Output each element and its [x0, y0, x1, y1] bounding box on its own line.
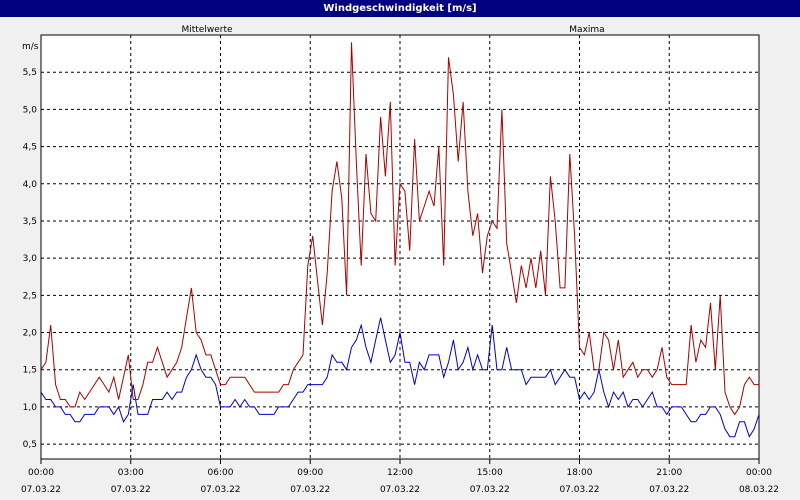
y-tick-label: 5,5: [23, 68, 37, 78]
x-tick-date: 07.03.22: [649, 485, 689, 495]
x-tick-time: 09:00: [297, 468, 323, 478]
x-tick-date: 07.03.22: [559, 485, 599, 495]
x-tick-time: 21:00: [656, 468, 682, 478]
x-tick-date: 07.03.22: [290, 485, 330, 495]
series-line-maxima: [40, 42, 759, 416]
x-tick-date: 07.03.22: [21, 485, 61, 495]
grid: [41, 34, 759, 459]
x-tick-date: 07.03.22: [470, 485, 510, 495]
x-tick-time: 03:00: [118, 468, 144, 478]
y-tick-label: 1,0: [23, 403, 38, 413]
y-tick-label: 4,0: [23, 180, 38, 190]
x-tick-time: 12:00: [387, 468, 413, 478]
y-tick-label: 2,0: [23, 329, 38, 339]
x-tick-time: 06:00: [208, 468, 234, 478]
x-tick-time: 15:00: [477, 468, 503, 478]
y-axis-label: m/s: [22, 42, 39, 52]
y-axis: 0,5 1,0 1,5 2,0 2,5 3,0 3,5 4,0 4,5 5,0 5,5: [23, 68, 38, 450]
y-tick-label: 2,5: [23, 291, 37, 301]
legend-maxima: Maxima: [569, 25, 604, 35]
x-axis: 00:00 07.03.22 03:00 07.03.22 06:00 07.03.22 0…: [21, 459, 779, 495]
x-tick-time: 00:00: [746, 468, 772, 478]
y-tick-label: 3,5: [23, 217, 37, 227]
legend-mittelwerte: Mittelwerte: [181, 25, 232, 35]
series-group: [40, 42, 760, 438]
y-tick-label: 3,0: [23, 254, 38, 264]
x-tick-time: 18:00: [567, 468, 593, 478]
y-tick-label: 4,5: [23, 143, 37, 153]
x-tick-date: 07.03.22: [111, 485, 151, 495]
x-tick-date: 08.03.22: [739, 485, 779, 495]
y-tick-label: 5,0: [23, 105, 38, 115]
chart-title: Windgeschwindigkeit [m/s]: [0, 0, 800, 17]
series-line-mittelwerte: [40, 317, 760, 438]
y-tick-label: 0,5: [23, 440, 37, 450]
x-tick-date: 07.03.22: [200, 485, 240, 495]
x-tick-time: 00:00: [28, 468, 54, 478]
y-tick-label: 1,5: [23, 366, 37, 376]
x-tick-date: 07.03.22: [380, 485, 420, 495]
